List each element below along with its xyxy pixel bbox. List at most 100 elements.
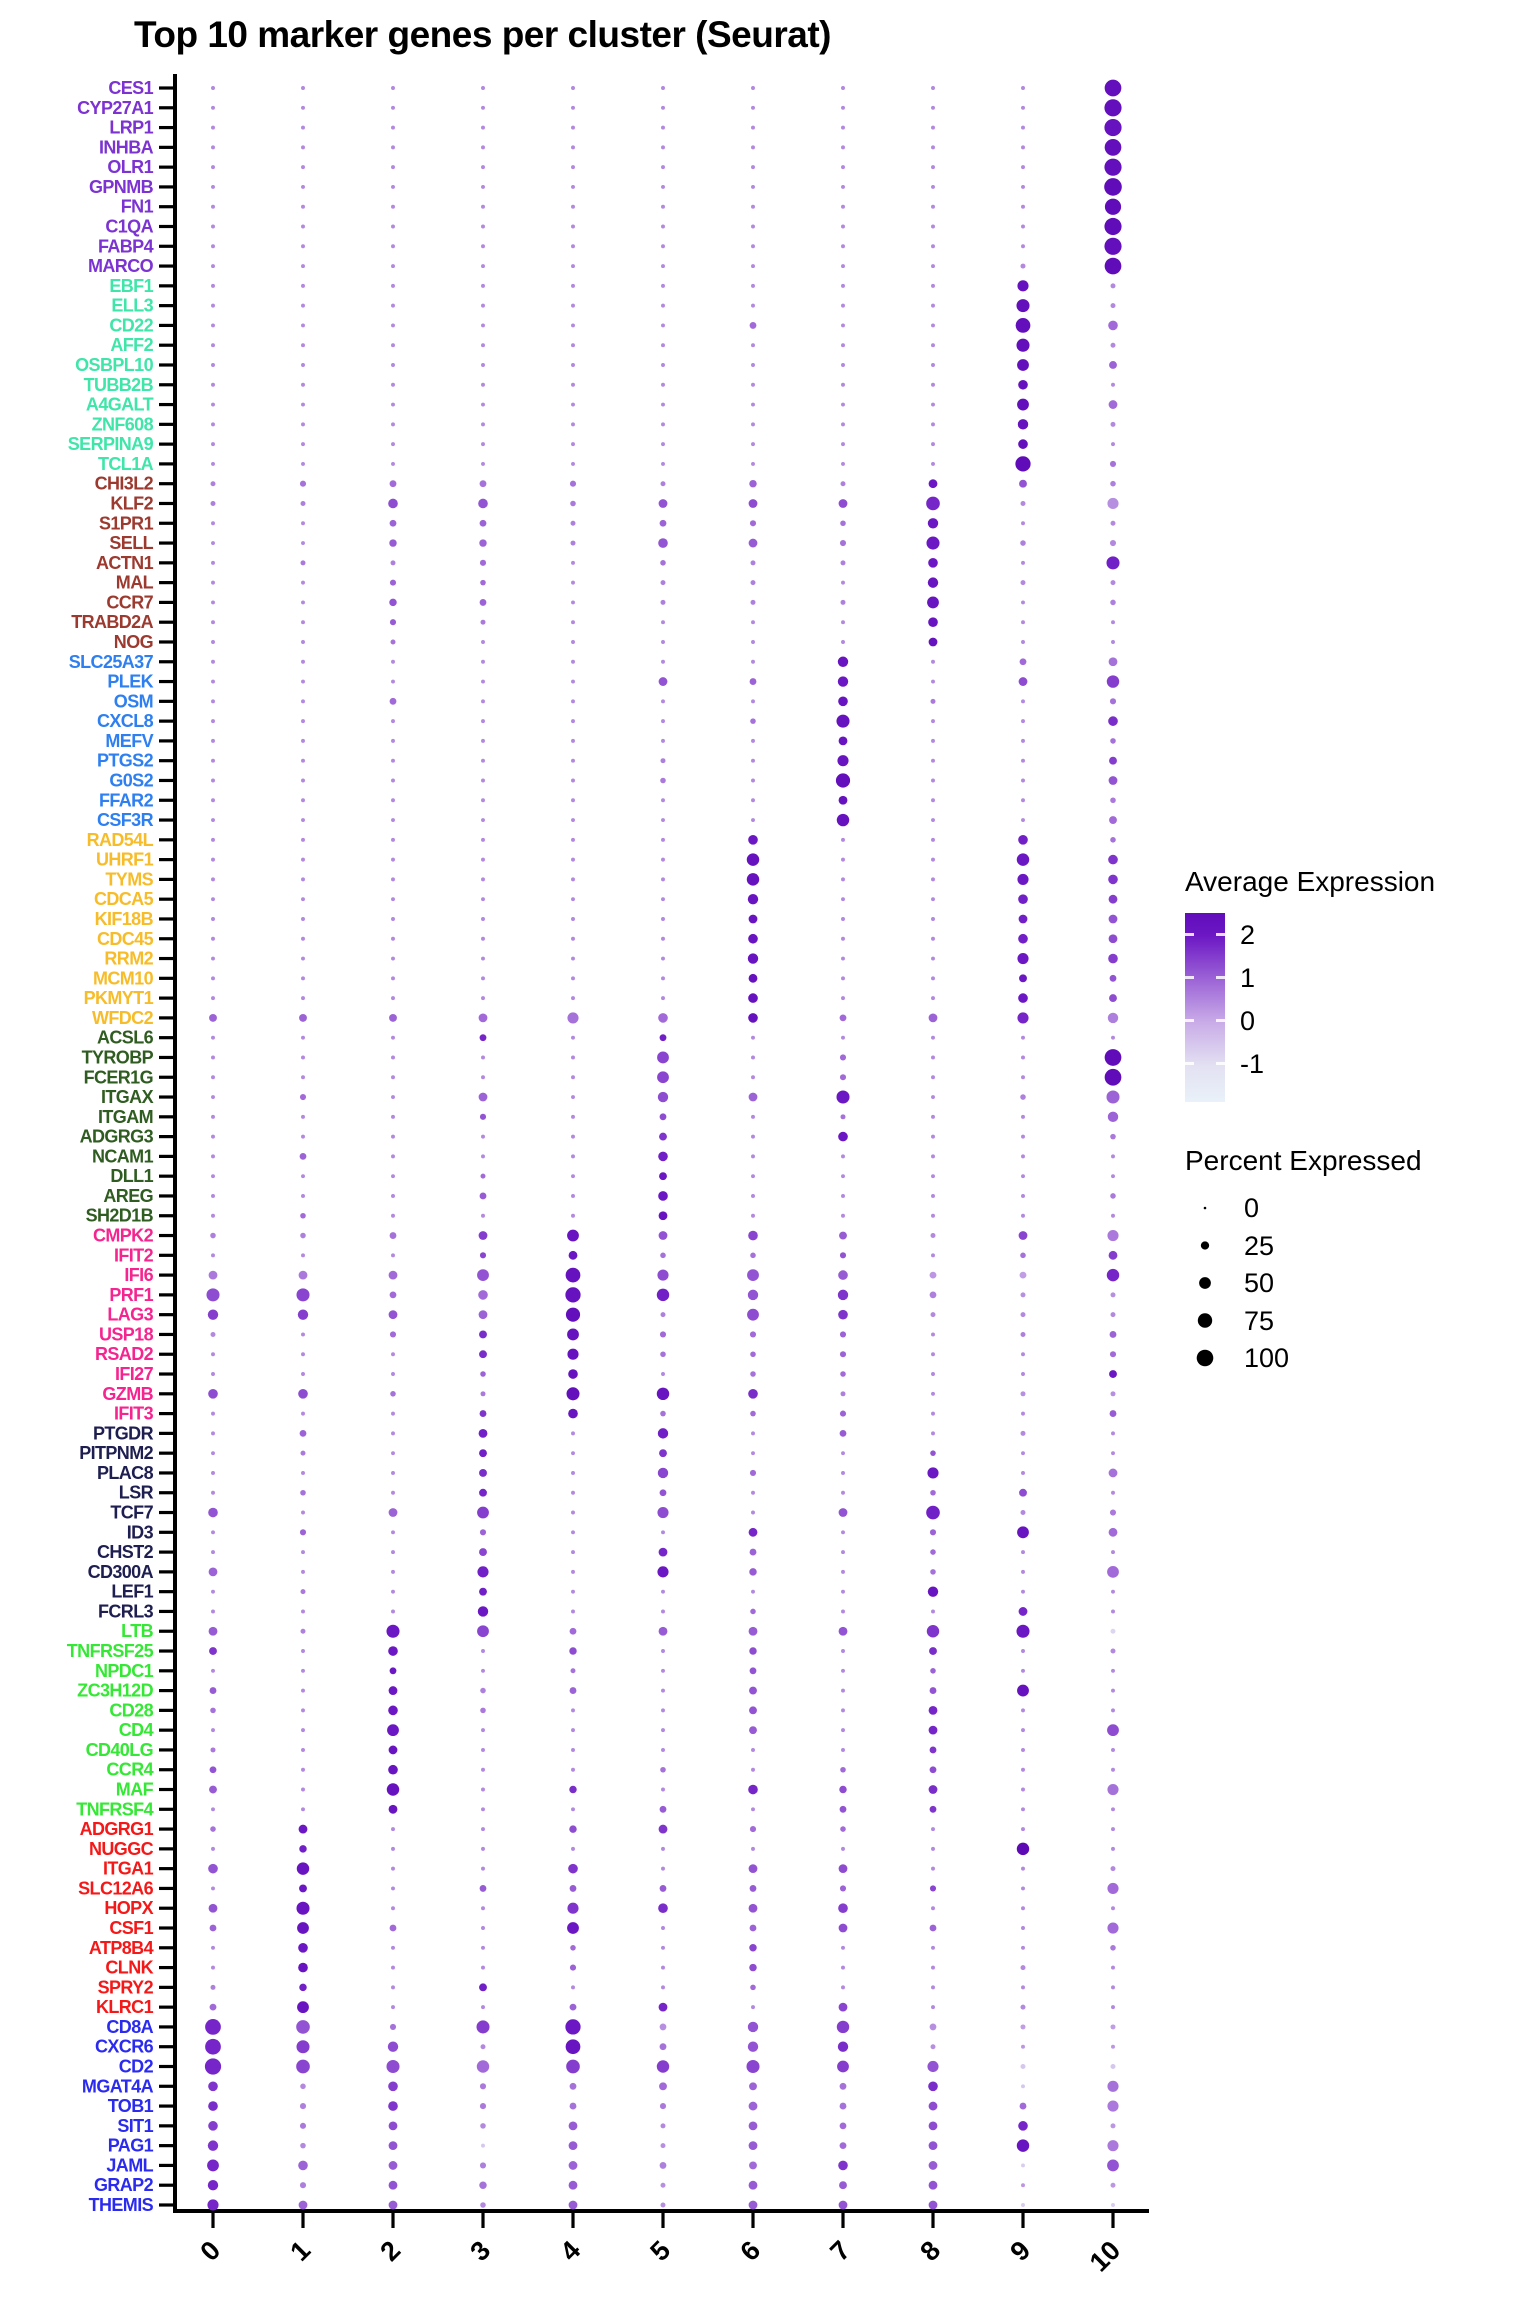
- dot: [1108, 1250, 1118, 1260]
- dot: [565, 2019, 581, 2035]
- dot: [836, 1090, 850, 1104]
- dot: [658, 1824, 668, 1834]
- dot: [211, 1372, 215, 1376]
- dot: [841, 1174, 845, 1179]
- dot: [659, 1885, 667, 1892]
- dot: [929, 1647, 937, 1655]
- dot: [481, 1728, 485, 1733]
- dot: [211, 1075, 215, 1080]
- dot: [481, 679, 485, 684]
- dot: [841, 1530, 845, 1535]
- dot: [391, 976, 395, 981]
- dot: [659, 2162, 667, 2169]
- dot: [480, 2123, 486, 2129]
- dot: [301, 996, 305, 1001]
- dot: [1021, 244, 1025, 249]
- dot: [1110, 797, 1116, 804]
- dot: [1018, 2121, 1028, 2131]
- dot: [751, 1490, 755, 1495]
- dot: [481, 1668, 485, 1673]
- dot: [841, 837, 845, 842]
- dot: [571, 1035, 575, 1040]
- dot: [210, 1826, 216, 1832]
- dot: [301, 1649, 305, 1653]
- dot: [841, 1728, 845, 1733]
- dot: [1016, 338, 1030, 352]
- dot: [661, 204, 665, 209]
- dot: [301, 1767, 305, 1772]
- dot: [391, 1886, 395, 1891]
- dot: [481, 818, 485, 823]
- dot: [1017, 1684, 1029, 1697]
- dot: [571, 1589, 575, 1594]
- dot: [839, 2122, 847, 2130]
- dot: [751, 283, 755, 288]
- dot: [391, 837, 395, 842]
- dot: [568, 2200, 578, 2210]
- gene-label: MGAT4A: [82, 2076, 154, 2096]
- dot: [930, 1668, 936, 1674]
- dot: [841, 956, 845, 961]
- x-axis-label: 2: [374, 2235, 406, 2267]
- dot: [301, 1787, 305, 1792]
- dot: [1108, 400, 1118, 409]
- dot: [751, 2005, 755, 2010]
- dot: [298, 1962, 308, 1973]
- dot: [388, 2161, 398, 2170]
- dot: [391, 244, 395, 249]
- dot: [211, 323, 215, 328]
- dot: [658, 1191, 668, 1201]
- colorbar-tick-label: 2: [1240, 919, 1256, 950]
- gene-label: TCL1A: [98, 454, 154, 474]
- dot: [571, 343, 575, 348]
- dot: [929, 1291, 937, 1299]
- dot: [210, 481, 216, 487]
- dot: [211, 1154, 215, 1159]
- dot: [1021, 1668, 1025, 1673]
- dot: [658, 1211, 668, 1221]
- dot: [211, 283, 215, 288]
- dot: [930, 698, 936, 704]
- dot: [571, 1846, 575, 1851]
- dot: [480, 2202, 486, 2208]
- dot: [1110, 738, 1116, 744]
- dot: [1108, 953, 1118, 964]
- dot: [931, 125, 935, 130]
- dot: [301, 125, 305, 130]
- dot: [391, 1095, 395, 1100]
- dot: [751, 1431, 755, 1436]
- dot: [300, 1589, 306, 1595]
- dot: [661, 363, 665, 367]
- dot: [571, 917, 575, 921]
- dot: [301, 1807, 305, 1812]
- x-axis-label: 0: [194, 2235, 226, 2267]
- dot: [1021, 521, 1025, 526]
- dot: [1020, 1331, 1026, 1337]
- dot: [571, 758, 575, 763]
- dot: [841, 264, 845, 269]
- dot: [301, 897, 305, 902]
- dot: [751, 422, 755, 427]
- dot: [928, 2081, 938, 2092]
- dot: [481, 936, 485, 941]
- dot: [1016, 299, 1030, 313]
- colorbar-tick: [1185, 976, 1194, 979]
- dot: [1111, 2044, 1115, 2049]
- dot: [751, 363, 755, 367]
- dot: [836, 813, 850, 827]
- gene-label: CXCL8: [97, 711, 154, 731]
- dot: [930, 1233, 936, 1239]
- dot: [300, 1489, 306, 1496]
- dot: [1111, 1846, 1115, 1851]
- dot: [1110, 1945, 1116, 1951]
- dot: [1016, 2139, 1030, 2152]
- dot: [928, 2161, 938, 2170]
- dot: [571, 442, 575, 447]
- gene-label: TUBB2B: [84, 375, 154, 395]
- dot: [661, 1649, 665, 1653]
- dot: [751, 402, 755, 407]
- dot: [571, 363, 575, 367]
- dot: [211, 1550, 215, 1555]
- dot: [1104, 1068, 1122, 1086]
- dot: [481, 402, 485, 407]
